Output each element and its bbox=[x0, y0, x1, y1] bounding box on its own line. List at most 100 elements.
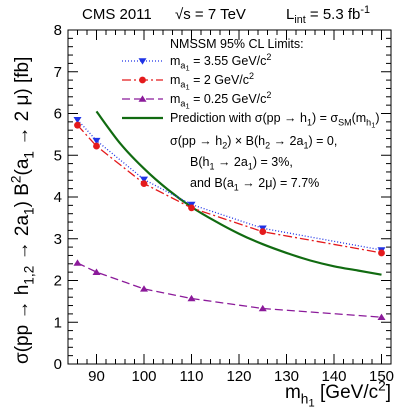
legend-entry-1: ma1 = 2 GeV/c2 bbox=[122, 71, 254, 92]
legend-prediction-line-0-part-1: 1 bbox=[307, 118, 312, 128]
y-axis-label-part-6: (a bbox=[12, 158, 33, 175]
y-tick-label: 1 bbox=[54, 314, 62, 331]
legend-prediction-line-0-part-0: Prediction with σ(pp → h bbox=[170, 111, 307, 125]
legend-prediction-line-2-part-0: B(h bbox=[190, 155, 210, 169]
series-line-1 bbox=[77, 124, 382, 254]
x-axis-label: mh1 [GeV/c2] bbox=[285, 378, 391, 407]
data-point bbox=[140, 176, 148, 184]
legend-prediction-line-2-part-3: 1 bbox=[248, 162, 253, 172]
y-tick-label: 8 bbox=[54, 22, 62, 39]
data-point bbox=[92, 268, 101, 275]
series-line-3 bbox=[95, 110, 382, 276]
x-tick-label: 90 bbox=[88, 368, 105, 385]
legend-label-part-1: a bbox=[180, 80, 185, 90]
x-axis-label-part-3: [GeV/c bbox=[315, 382, 378, 403]
legend-prediction-line-3: and B(a1 → 2μ) = 7.7% bbox=[190, 176, 319, 193]
data-point bbox=[377, 313, 386, 321]
series-line-2 bbox=[77, 262, 382, 318]
data-point bbox=[258, 304, 267, 312]
legend-prediction-line-1: σ(pp → h2) × B(h2 → 2a1) = 0, bbox=[170, 134, 337, 151]
data-point bbox=[188, 204, 195, 212]
legend-prediction-line-1-part-1: 2 bbox=[222, 141, 227, 151]
data-point bbox=[378, 249, 385, 257]
legend-prediction-line-1-part-4: → 2a bbox=[270, 134, 303, 148]
legend-label-part-1: a bbox=[180, 99, 185, 109]
x-axis-label-part-4: 2 bbox=[378, 378, 386, 393]
legend-prediction-line-0-part-4: (m bbox=[352, 111, 367, 125]
y-axis-label-part-0: σ(pp → h bbox=[12, 285, 33, 364]
legend-entry-2: ma1 = 0.25 GeV/c2 bbox=[122, 90, 271, 111]
series-2 bbox=[73, 259, 386, 321]
legend-prediction-line-3-part-1: 1 bbox=[234, 183, 239, 193]
legend-label-part-3: = 0.25 GeV/c bbox=[190, 92, 267, 106]
data-point bbox=[259, 228, 267, 236]
y-tick-label: 5 bbox=[54, 147, 62, 164]
axis-labels: mh1 [GeV/c2]σ(pp → h1,2 → 2a1) B2(a1 → 2… bbox=[8, 57, 391, 407]
legend-label-part-4: 2 bbox=[249, 71, 254, 81]
y-axis-label-part-2: → 2a bbox=[12, 215, 33, 266]
data-point bbox=[140, 285, 148, 292]
y-axis-label-part-5: 2 bbox=[8, 175, 23, 183]
legend-prediction-line-2-part-2: → 2a bbox=[214, 155, 247, 169]
y-tick-label: 2 bbox=[54, 273, 62, 290]
y-tick-label: 6 bbox=[54, 106, 62, 123]
legend-prediction-line-2-part-4: ) = 3%, bbox=[253, 155, 293, 169]
legend-label-part-2: 1 bbox=[185, 83, 189, 92]
legend: NMSSM 95% CL Limits:ma1 = 3.55 GeV/c2ma1… bbox=[122, 37, 380, 193]
legend-prediction-line-0-part-5: h bbox=[366, 118, 371, 128]
legend-prediction-line-2: B(h1 → 2a1) = 3%, bbox=[190, 155, 293, 172]
data-point bbox=[93, 142, 100, 150]
legend-prediction-line-3-part-0: and B(a bbox=[190, 176, 234, 190]
legend-label: ma1 = 2 GeV/c2 bbox=[170, 71, 254, 92]
header-experiment: CMS 2011 bbox=[82, 6, 152, 23]
series-3 bbox=[95, 110, 382, 276]
x-tick-label: 140 bbox=[321, 368, 346, 385]
legend-marker bbox=[138, 58, 147, 65]
legend-marker bbox=[138, 95, 147, 102]
legend-prediction-line-1-part-6: ) = 0, bbox=[308, 134, 337, 148]
x-tick-label: 120 bbox=[226, 368, 251, 385]
header-luminosity-part-3: -1 bbox=[360, 4, 370, 16]
legend-prediction-line-1-part-3: 2 bbox=[265, 141, 270, 151]
legend-title: NMSSM 95% CL Limits: bbox=[170, 37, 304, 51]
legend-prediction-line-0-part-6: 1 bbox=[371, 121, 375, 130]
y-tick-label: 0 bbox=[54, 356, 62, 373]
legend-prediction-line-1-part-5: 1 bbox=[303, 141, 308, 151]
y-tick-label: 3 bbox=[54, 231, 62, 248]
data-point bbox=[187, 294, 196, 302]
y-axis-label-part-7: 1 bbox=[21, 151, 36, 159]
axes: 90 100 110 120 130 140 150 0 1 2 3 4 5 6 7 8 bbox=[54, 22, 394, 385]
header-luminosity-part-2: = 5.3 fb bbox=[306, 6, 361, 23]
legend-label: ma1 = 3.55 GeV/c2 bbox=[170, 52, 271, 73]
y-axis-label-part-8: → 2 μ) [fb] bbox=[12, 57, 33, 151]
legend-label-part-3: = 2 GeV/c bbox=[190, 73, 249, 87]
legend-prediction-line-1-part-2: ) × B(h bbox=[227, 134, 265, 148]
x-tick-label: 150 bbox=[369, 368, 394, 385]
data-point bbox=[92, 137, 101, 145]
legend-label-part-1: a bbox=[180, 61, 185, 71]
y-tick-label: 4 bbox=[54, 189, 62, 206]
data-point bbox=[73, 259, 82, 266]
y-axis-label-part-4: ) B bbox=[12, 183, 33, 207]
legend-label-part-4: 2 bbox=[266, 52, 271, 62]
x-axis-label-part-5: ] bbox=[386, 382, 391, 403]
y-axis-label-part-1: 1,2 bbox=[21, 266, 36, 285]
legend-label-part-0: m bbox=[170, 73, 180, 87]
legend-prediction-line-0-part-3: SM bbox=[338, 118, 352, 128]
legend-label-part-2: 1 bbox=[185, 102, 189, 111]
header-luminosity-part-0: L bbox=[286, 6, 294, 23]
legend-label-part-0: m bbox=[170, 92, 180, 106]
legend-prediction-line-3-part-2: → 2μ) = 7.7% bbox=[239, 176, 320, 190]
series-layer bbox=[73, 110, 386, 321]
header-luminosity: Lint = 5.3 fb-1 bbox=[286, 4, 370, 26]
legend-prediction-line-0-part-2: ) = σ bbox=[312, 111, 338, 125]
legend-prediction-line-0: Prediction with σ(pp → h1) = σSM(mh1) bbox=[170, 111, 380, 130]
legend-prediction-line-0-part-7: ) bbox=[375, 111, 379, 125]
header-energy: √s = 7 TeV bbox=[175, 6, 246, 23]
header-luminosity-part-1: int bbox=[294, 14, 305, 26]
legend-marker bbox=[139, 76, 146, 84]
y-axis-label-group: σ(pp → h1,2 → 2a1) B2(a1 → 2 μ) [fb] bbox=[8, 57, 36, 364]
chart-header: CMS 2011 √s = 7 TeV Lint = 5.3 fb-1 bbox=[82, 4, 370, 26]
legend-label-part-4: 2 bbox=[266, 90, 271, 100]
